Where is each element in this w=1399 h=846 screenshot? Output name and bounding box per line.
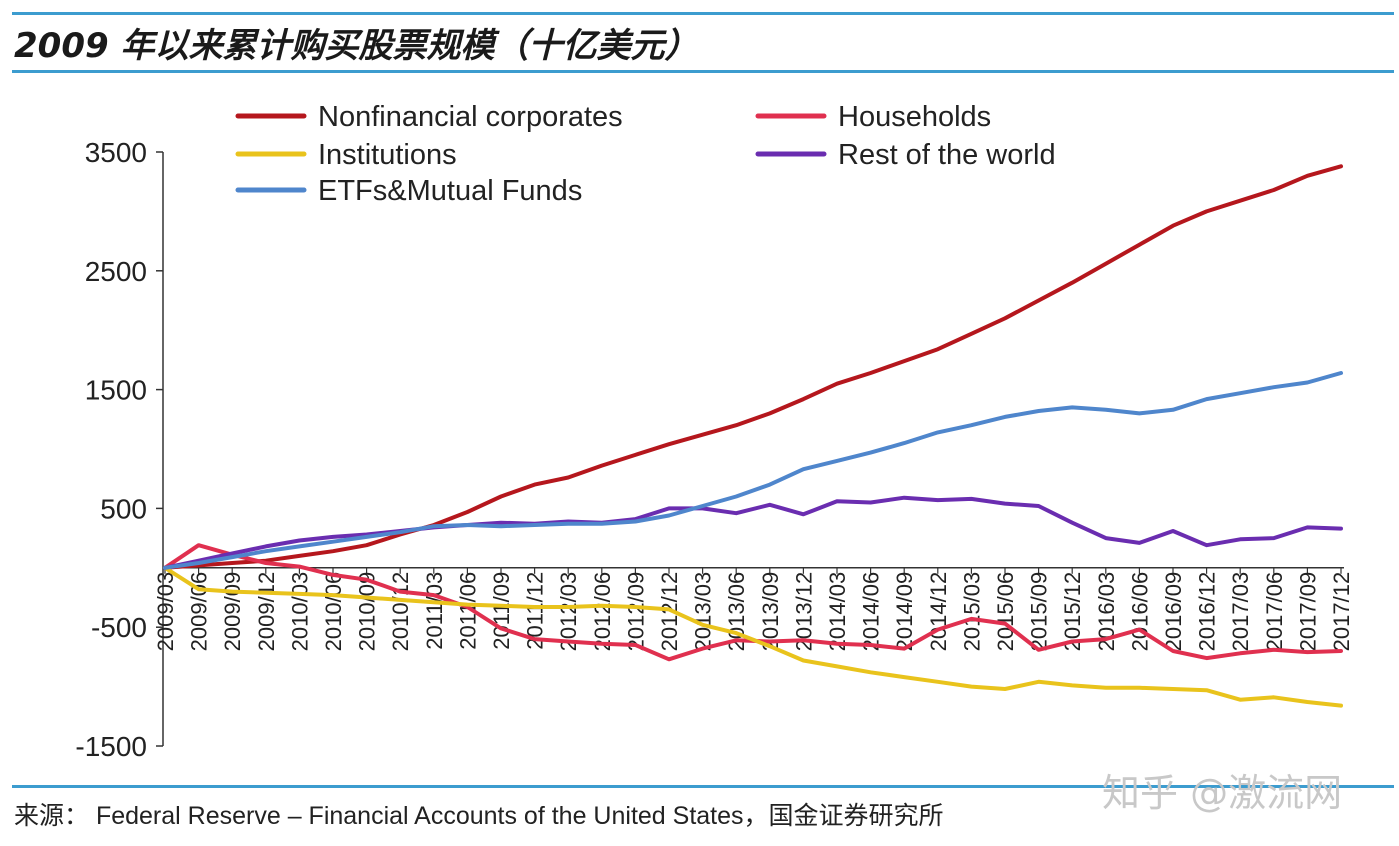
series-line-institutions: [163, 565, 1343, 708]
x-tick-label: 2014/09: [892, 572, 917, 652]
legend-label: Nonfinancial corporates: [318, 101, 623, 133]
x-tick-label: 2012/09: [623, 572, 648, 652]
source-note: 来源： Federal Reserve – Financial Accounts…: [14, 802, 944, 830]
y-tick-label: 2500: [85, 256, 147, 287]
x-tick-label: 2014/06: [859, 572, 884, 652]
x-tick-label: 2017/03: [1228, 572, 1253, 652]
y-tick-label: 1500: [85, 375, 147, 406]
series-line-rest-of-the-world: [163, 495, 1343, 570]
legend-label: ETFs&Mutual Funds: [318, 175, 582, 207]
x-tick-label: 2015/09: [1027, 572, 1052, 652]
title-rule: [12, 70, 1394, 73]
x-tick-label: 2017/09: [1295, 572, 1320, 652]
x-tick-label: 2012/06: [590, 572, 615, 652]
x-tick-label: 2017/12: [1329, 572, 1354, 652]
x-tick-label: 2014/12: [926, 572, 951, 652]
x-tick-label: 2013/12: [791, 572, 816, 652]
chart-title: 2009 年以来累计购买股票规模（十亿美元）: [14, 26, 699, 66]
y-tick-label: -500: [91, 612, 147, 643]
x-tick-label: 2015/06: [993, 572, 1018, 652]
x-tick-label: 2009/12: [254, 572, 279, 652]
legend-label: Households: [838, 101, 991, 133]
legend-item: Nonfinancial corporates: [235, 101, 623, 133]
legend-label: Institutions: [318, 139, 457, 171]
x-tick-label: 2016/09: [1161, 572, 1186, 652]
x-tick-label: 2013/03: [691, 572, 716, 652]
legend-item: Households: [755, 101, 991, 133]
legend-item: Institutions: [235, 139, 457, 171]
x-tick-label: 2010/03: [287, 572, 312, 652]
x-tick-label: 2009/09: [220, 572, 245, 652]
x-tick-label: 2010/06: [321, 572, 346, 652]
x-tick-label: 2016/12: [1195, 572, 1220, 652]
y-tick-label: 500: [100, 493, 147, 524]
top-rule: [12, 12, 1394, 15]
y-tick-label: 3500: [85, 137, 147, 168]
series-line-nonfinancial-corporates: [163, 164, 1343, 570]
x-tick-label: 2010/09: [355, 572, 380, 652]
x-tick-label: 2011/09: [489, 572, 514, 650]
x-tick-label: 2009/03: [153, 572, 178, 652]
legend-label: Rest of the world: [838, 139, 1056, 171]
x-tick-label: 2011/03: [422, 572, 447, 650]
x-tick-label: 2015/12: [1060, 572, 1085, 652]
bottom-rule: [12, 785, 1394, 788]
x-tick-label: 2012/03: [556, 572, 581, 652]
x-tick-label: 2016/06: [1127, 572, 1152, 652]
y-tick-label: -1500: [75, 731, 147, 762]
x-tick-label: 2013/09: [758, 572, 783, 652]
series-line-etfs-mutual-funds: [163, 371, 1343, 570]
x-tick-label: 2015/03: [959, 572, 984, 652]
legend-item: Rest of the world: [755, 139, 1056, 171]
legend-item: ETFs&Mutual Funds: [235, 175, 582, 207]
x-tick-label: 2017/06: [1262, 572, 1287, 652]
x-tick-label: 2010/12: [388, 572, 413, 652]
watermark: 知乎 @激流网: [1102, 771, 1343, 815]
x-tick-label: 2014/03: [825, 572, 850, 652]
